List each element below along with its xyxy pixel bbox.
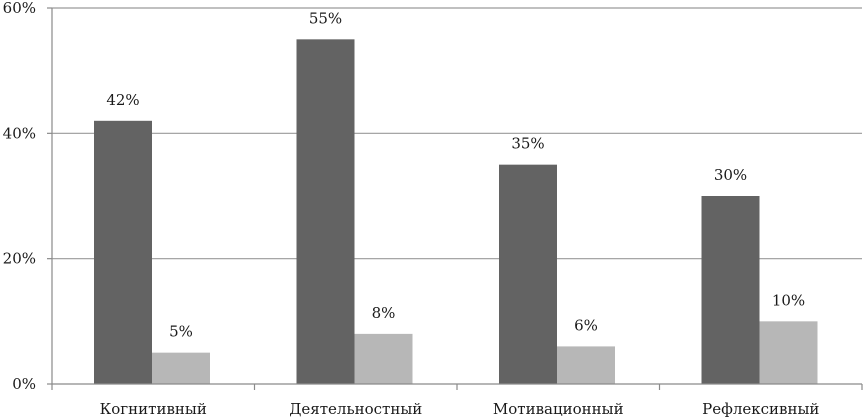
data-label: 55% <box>309 9 342 27</box>
data-label: 30% <box>714 166 747 184</box>
bar <box>499 164 557 384</box>
bar <box>152 352 210 384</box>
x-category-label: Мотивационный <box>493 400 624 418</box>
axes <box>47 7 863 390</box>
x-category-label: Когнитивный <box>100 400 207 418</box>
data-label: 8% <box>372 304 396 322</box>
bars <box>94 39 818 385</box>
y-tick-label: 40% <box>3 124 36 142</box>
y-tick-label: 0% <box>12 375 36 393</box>
data-label: 42% <box>106 91 139 109</box>
y-tick-label: 20% <box>3 250 36 268</box>
x-category-label: Рефлексивный <box>702 400 819 418</box>
data-label: 10% <box>772 291 805 309</box>
bar <box>296 39 355 384</box>
bar <box>354 333 413 384</box>
y-tick-label: 60% <box>3 0 36 17</box>
data-label: 5% <box>169 323 193 341</box>
bar <box>759 321 818 384</box>
labels: 0% 20% 40% 60% 42% 5% Когнитивный 55% 8% Деятельн… <box>3 0 820 418</box>
data-label: 35% <box>511 135 544 153</box>
bar <box>557 346 615 384</box>
bar <box>94 120 152 385</box>
bar <box>701 196 760 384</box>
x-category-label: Деятельностный <box>289 400 422 418</box>
data-label: 6% <box>574 316 598 334</box>
